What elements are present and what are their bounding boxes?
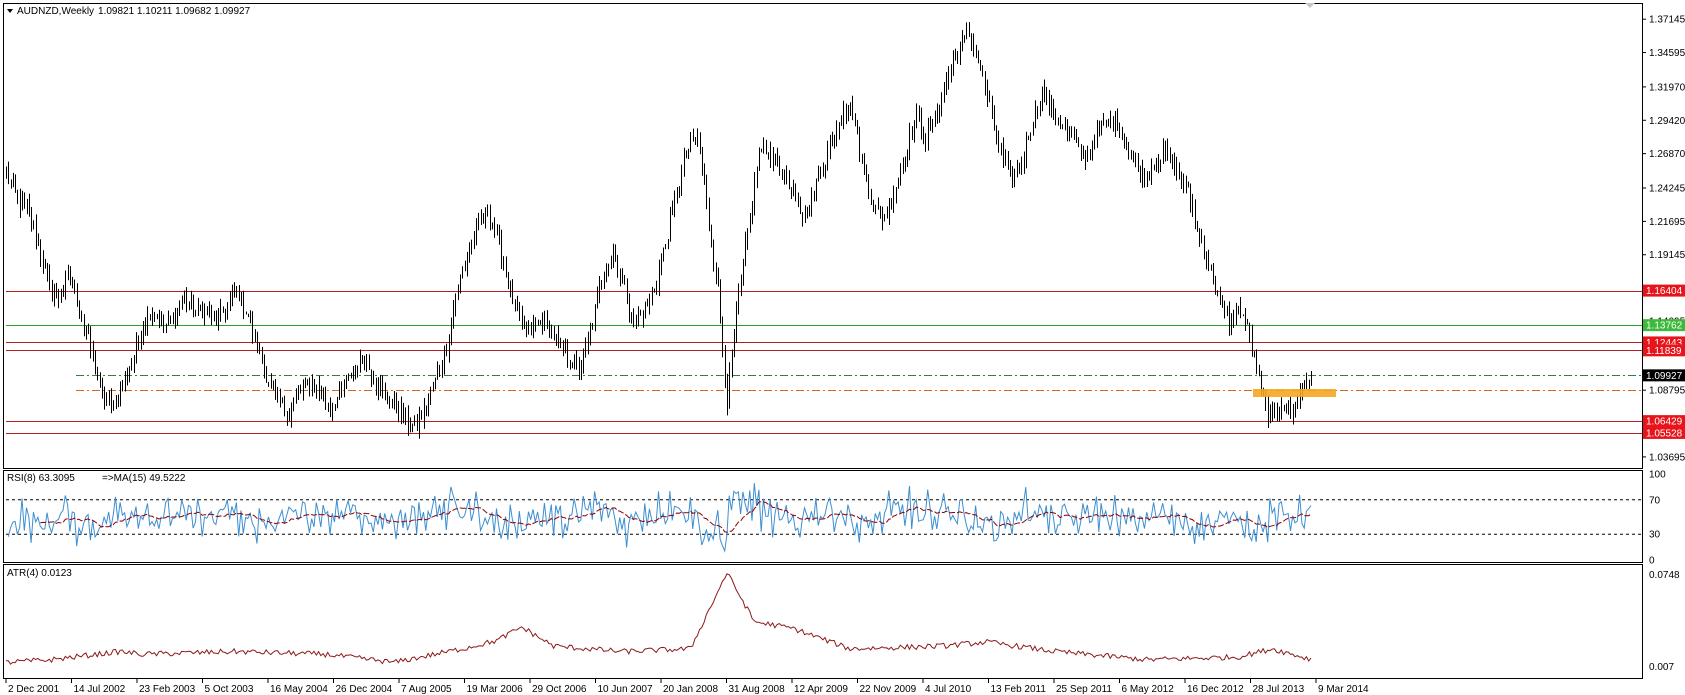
price-tag <box>1643 319 1685 332</box>
price-tag <box>1643 344 1685 357</box>
rsi-line <box>7 483 1312 553</box>
rsi-ma-label: =>MA(15) 49.5222 <box>102 473 186 484</box>
atr-axis: 0.0748 0.007 <box>1649 570 1680 673</box>
rsi-tick-label: 30 <box>1649 530 1661 541</box>
highlight-zone <box>1253 389 1336 397</box>
chart-ohlc: 1.09821 1.10211 1.09682 1.09927 <box>98 6 251 17</box>
price-axis: 1.37145 1.34595 1.31970 1.29420 1.26870 1.242… <box>1642 15 1685 463</box>
atr-label: ATR(4) 0.0123 <box>7 568 72 579</box>
date-tick-label: 7 Aug 2005 <box>401 684 452 695</box>
price-tick-label: 1.37145 <box>1649 15 1685 26</box>
rsi-tick-label: 0 <box>1649 556 1655 567</box>
date-tick-label: 6 May 2012 <box>1122 684 1175 695</box>
price-tag-label: 1.09927 <box>1646 371 1683 382</box>
date-tick-label: 29 Oct 2006 <box>532 684 587 695</box>
atr-lines <box>5 573 1312 665</box>
date-tick-label: 26 Dec 2004 <box>336 684 393 695</box>
price-tag-label: 1.16404 <box>1646 286 1683 297</box>
price-levels <box>6 291 1642 434</box>
date-tick-label: 20 Jan 2008 <box>663 684 718 695</box>
date-tick-label: 2 Dec 2001 <box>8 684 60 695</box>
price-tick-label: 1.26870 <box>1649 149 1685 160</box>
rsi-tick-label: 70 <box>1649 495 1661 506</box>
date-tick-label: 14 Jul 2002 <box>74 684 126 695</box>
date-tick-label: 22 Nov 2009 <box>860 684 917 695</box>
price-tick-label: 1.31970 <box>1649 82 1685 93</box>
rsi-lines <box>6 483 1642 553</box>
price-tag <box>1643 426 1685 439</box>
price-tag-label: 1.05528 <box>1646 428 1683 439</box>
date-tick-label: 28 Jul 2013 <box>1253 684 1305 695</box>
price-tag-label: 1.06429 <box>1646 417 1683 428</box>
atr-panel-frame <box>3 564 1643 679</box>
atr-tick-label: 0.007 <box>1649 662 1674 673</box>
rsi-axis: 100 70 30 0 <box>1649 470 1666 567</box>
date-tick-label: 16 Dec 2012 <box>1187 684 1244 695</box>
date-tick-label: 12 Apr 2009 <box>794 684 848 695</box>
rsi-tick-label: 100 <box>1649 470 1666 481</box>
price-tag <box>1643 369 1685 382</box>
date-tick-label: 16 May 2004 <box>270 684 328 695</box>
price-tick-label: 1.24245 <box>1649 183 1685 194</box>
price-tag <box>1643 415 1685 428</box>
date-tick-label: 13 Feb 2011 <box>991 684 1047 695</box>
price-tag <box>1643 284 1685 297</box>
scroll-marker-icon[interactable] <box>1305 3 1315 8</box>
price-bars <box>6 21 1312 439</box>
dropdown-triangle-icon[interactable] <box>7 9 13 13</box>
price-tag-label: 1.12443 <box>1646 338 1683 349</box>
date-tick-label: 9 Mar 2014 <box>1318 684 1369 695</box>
atr-line <box>5 573 1312 665</box>
date-tick-label: 4 Jul 2010 <box>925 684 972 695</box>
price-tick-label: 1.34595 <box>1649 48 1685 59</box>
date-tick-label: 31 Aug 2008 <box>729 684 786 695</box>
price-tick-label: 1.19145 <box>1649 250 1685 261</box>
price-tag-label: 1.11839 <box>1646 346 1682 357</box>
date-axis: 2 Dec 2001 14 Jul 2002 23 Feb 2003 5 Oct 20… <box>5 679 1369 695</box>
rsi-label: RSI(8) 63.3095 <box>7 473 75 484</box>
main-panel-frame <box>3 3 1643 469</box>
price-tick-label: 1.03695 <box>1649 452 1685 463</box>
atr-tick-label: 0.0748 <box>1649 570 1680 581</box>
chart-symbol: AUDNZD,Weekly <box>17 6 94 17</box>
date-tick-label: 10 Jun 2007 <box>598 684 653 695</box>
date-tick-label: 5 Oct 2003 <box>205 684 254 695</box>
rsi-panel-frame <box>3 470 1643 563</box>
price-tick-label: 1.29420 <box>1649 116 1685 127</box>
date-tick-label: 23 Feb 2003 <box>139 684 196 695</box>
price-tick-label: 1.08795 <box>1649 386 1685 397</box>
price-tag-label: 1.13762 <box>1646 321 1683 332</box>
date-tick-label: 19 Mar 2006 <box>467 684 524 695</box>
price-tick-label: 1.21695 <box>1649 217 1685 228</box>
date-tick-label: 25 Sep 2011 <box>1056 684 1112 695</box>
